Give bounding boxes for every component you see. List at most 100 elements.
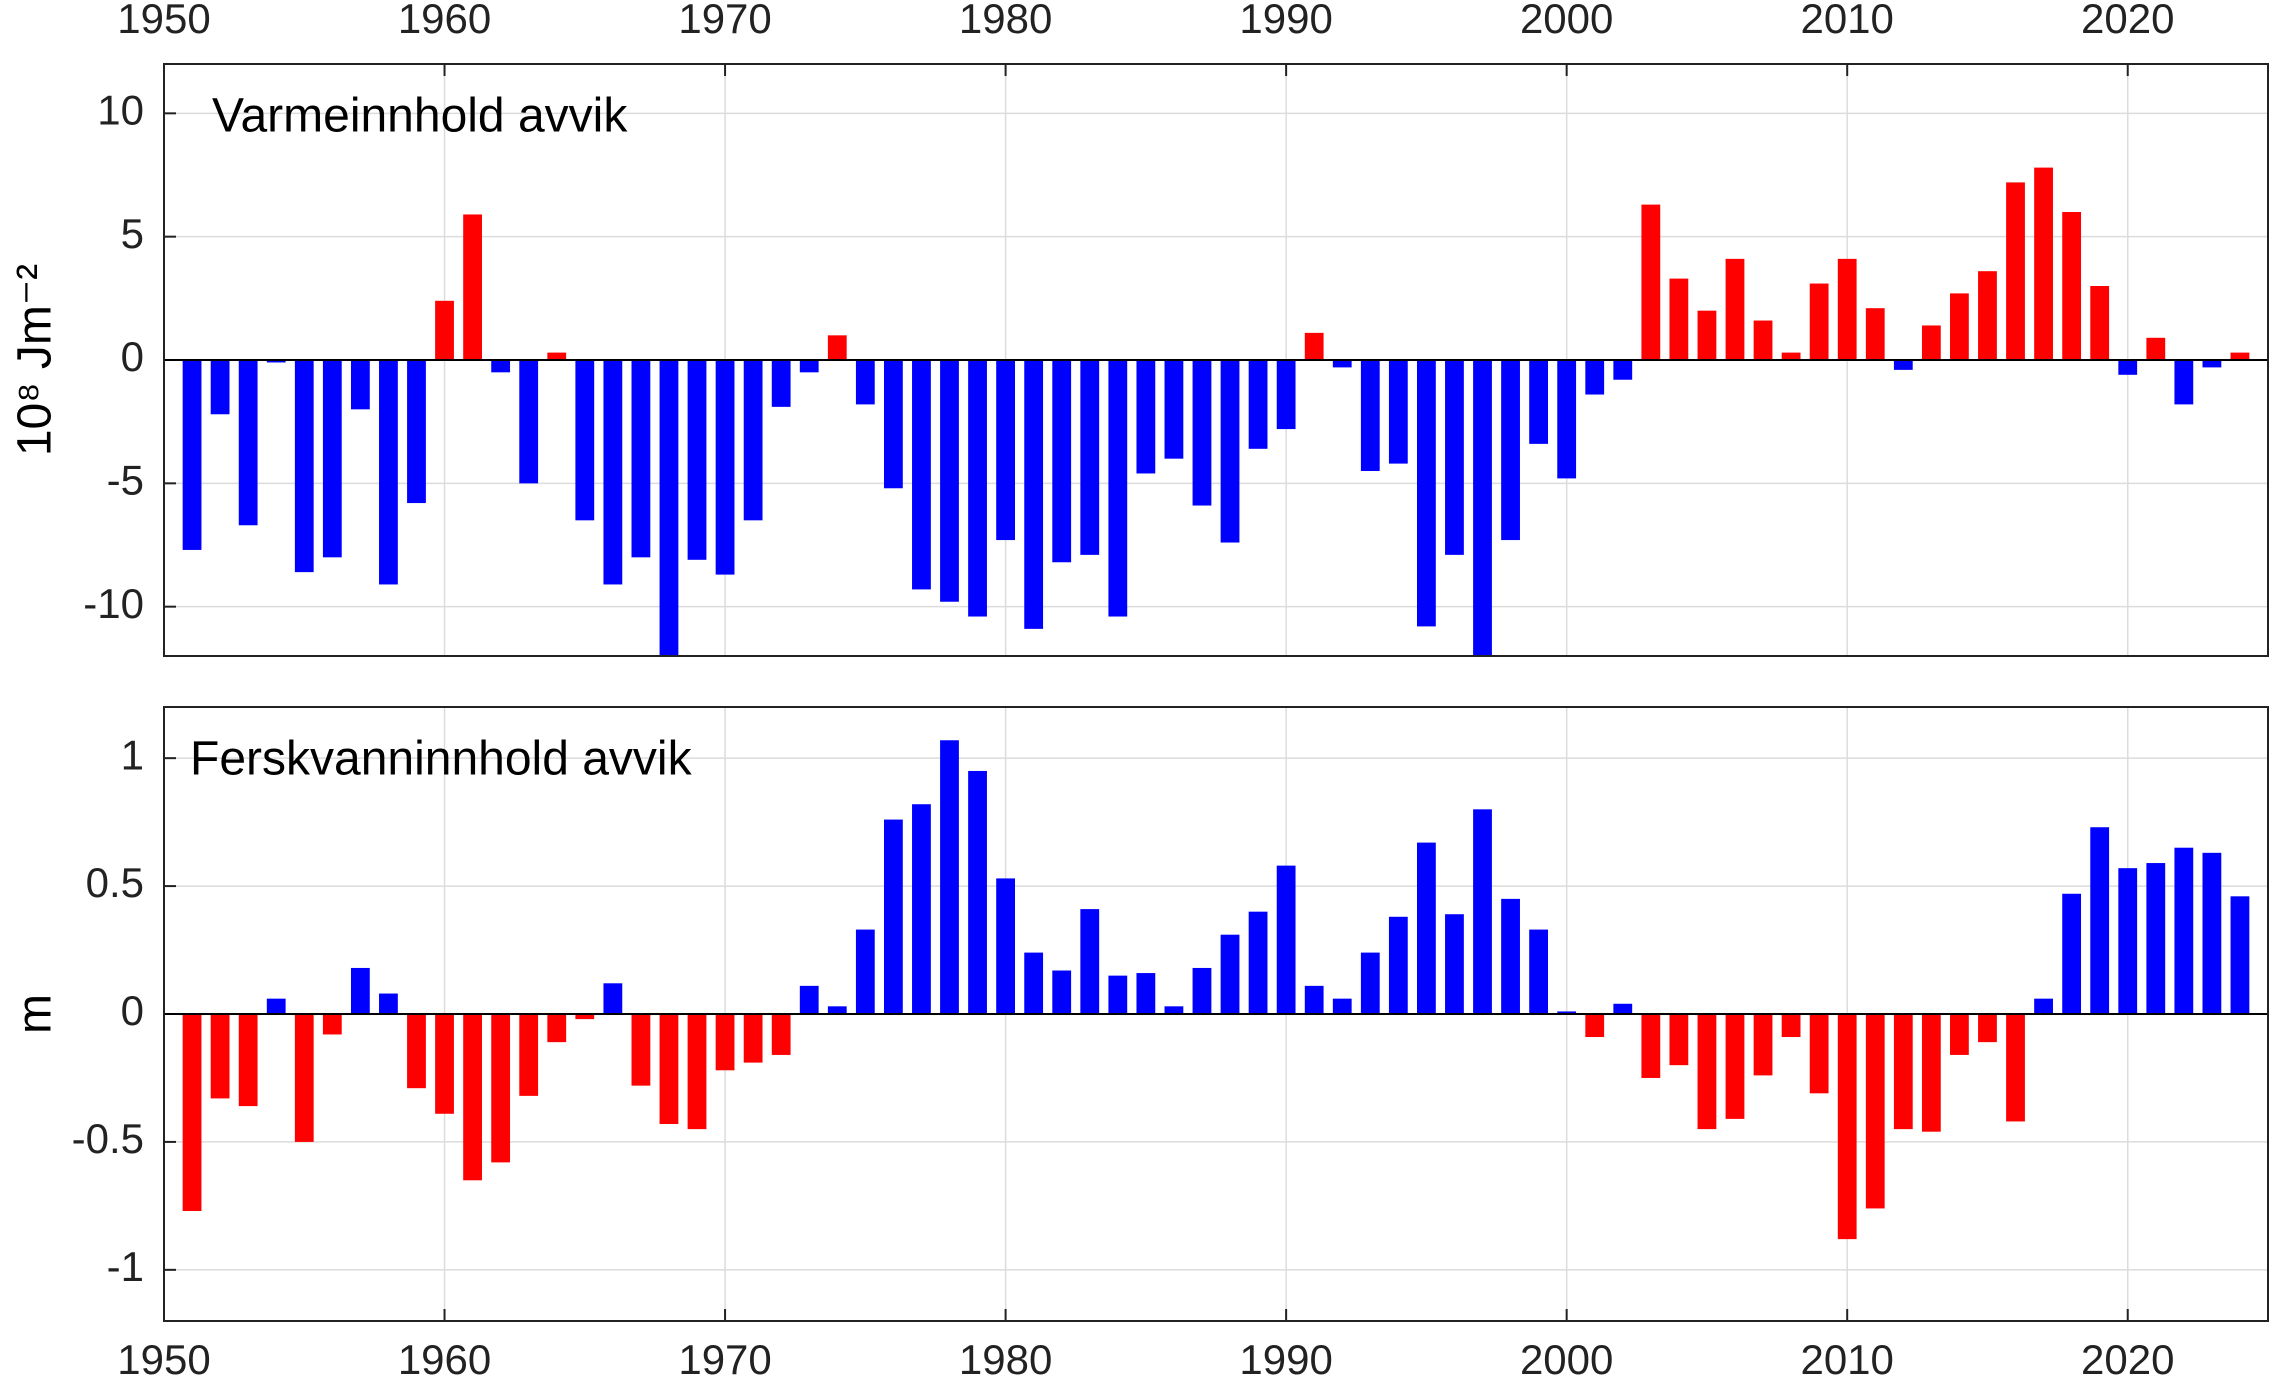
x-tick-label: 1950 [117, 1336, 210, 1383]
bar [1417, 360, 1436, 627]
bar [350, 360, 370, 410]
bar [603, 983, 623, 1014]
bar [1978, 1014, 1997, 1043]
bar [1417, 842, 1436, 1014]
bar [379, 993, 398, 1014]
bar [1809, 1014, 1829, 1094]
bars [182, 740, 2250, 1240]
bar [350, 967, 370, 1014]
y-tick-label: 1 [121, 731, 144, 778]
bar [322, 1014, 342, 1035]
bar [1164, 360, 1184, 459]
bar [1332, 998, 1352, 1014]
bar [1950, 1014, 1969, 1055]
bar [491, 1014, 511, 1163]
bar [2090, 827, 2110, 1014]
bar [827, 335, 847, 360]
bar [1276, 360, 1296, 430]
bar [1669, 1014, 1689, 1066]
bar [1388, 360, 1408, 464]
bar [1921, 325, 1941, 360]
x-tick-label: 2000 [1520, 1336, 1613, 1383]
bar [1613, 1003, 1633, 1014]
bar [1304, 332, 1324, 360]
bar [2062, 212, 2082, 360]
bar [1024, 952, 1044, 1014]
bar [1304, 985, 1324, 1014]
bar [1388, 916, 1408, 1014]
x-tick-label: 1970 [678, 1336, 771, 1383]
bar [238, 1014, 258, 1107]
x-tick-label: 2010 [1800, 1336, 1893, 1383]
bar [855, 929, 875, 1014]
bar [1136, 360, 1156, 474]
annotation: Varmeinnhold avvik [212, 90, 628, 143]
bar [1276, 865, 1296, 1014]
bar [1024, 360, 1044, 629]
x-tick-label: 2010 [1800, 0, 1893, 42]
bar [2174, 360, 2194, 405]
bar [2118, 360, 2138, 375]
bar [1473, 809, 1492, 1014]
x-tick-label: 1970 [678, 0, 771, 42]
bar [182, 360, 202, 550]
bar [883, 819, 903, 1014]
bar [1052, 360, 1072, 563]
bar [1865, 308, 1885, 360]
bar [1164, 1006, 1184, 1014]
bar [1641, 204, 1661, 360]
bar [1669, 278, 1689, 360]
bar [2202, 360, 2222, 368]
bar [1557, 1011, 1577, 1014]
bar [687, 1014, 707, 1130]
bar [238, 360, 258, 526]
bar [2202, 852, 2222, 1014]
panel: -10 -5 0 5 10 1950 1960 1970 1980 1990 2000 2010 202… [9, 0, 2269, 657]
bar [379, 360, 398, 585]
bar [1136, 973, 1156, 1014]
panel: -1 -0.5 0 0.5 1 1950 1960 1970 1980 1990 2000 2010 2… [9, 706, 2269, 1383]
bar [659, 360, 679, 656]
x-tick-label: 2000 [1520, 0, 1613, 42]
bar [407, 1014, 426, 1089]
bar [1501, 360, 1520, 541]
bar [1893, 1014, 1913, 1130]
bar [968, 360, 987, 617]
x-tick-label: 1960 [398, 1336, 491, 1383]
bar [1613, 360, 1633, 380]
bar [771, 1014, 791, 1055]
bar [575, 360, 595, 521]
y-tick-label: 5 [121, 210, 144, 257]
bar [1360, 360, 1380, 471]
bar [659, 1014, 679, 1125]
x-tick-label: 1990 [1239, 0, 1332, 42]
bar [294, 360, 314, 573]
bar [1360, 952, 1380, 1014]
bar [2230, 352, 2250, 360]
bar [1725, 1014, 1745, 1119]
x-tick-label: 2020 [2081, 0, 2174, 42]
bar [1725, 258, 1745, 360]
bar [2034, 998, 2053, 1014]
bar [1108, 360, 1128, 617]
bar [1893, 360, 1913, 370]
bar [322, 360, 342, 558]
bar [1837, 1014, 1857, 1240]
bar [1557, 360, 1577, 479]
bar [1781, 352, 1801, 360]
bar [2090, 286, 2110, 360]
bar [519, 1014, 539, 1096]
bar [1641, 1014, 1661, 1078]
bar [687, 360, 707, 560]
x-tick-label: 2020 [2081, 1336, 2174, 1383]
y-tick-label: -10 [83, 580, 144, 627]
bar [294, 1014, 314, 1142]
bar [855, 360, 875, 405]
x-tick-label: 1960 [398, 0, 491, 42]
x-tick-label: 1990 [1239, 1336, 1332, 1383]
bar [210, 360, 230, 415]
bar [1501, 898, 1520, 1014]
bar [1753, 320, 1773, 360]
